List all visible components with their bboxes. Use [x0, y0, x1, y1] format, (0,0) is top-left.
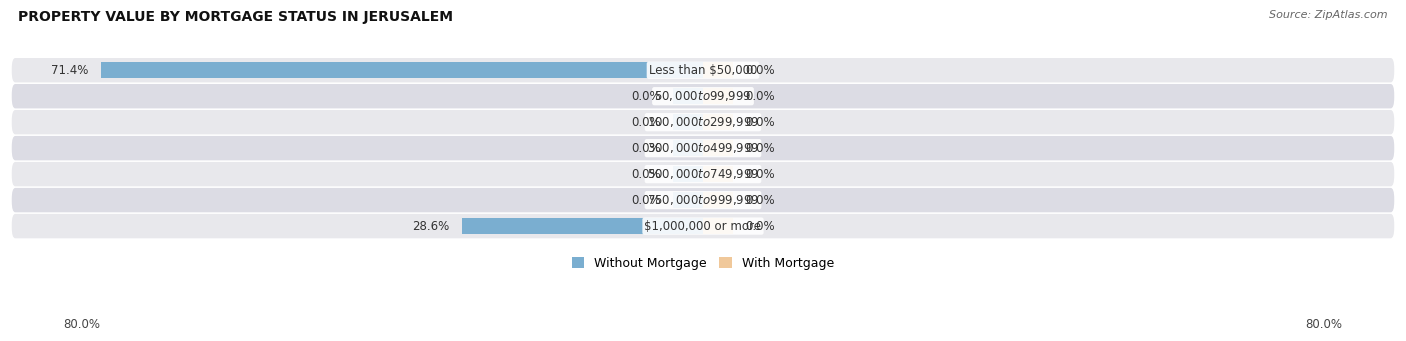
Text: 0.0%: 0.0%: [745, 116, 775, 129]
Text: 80.0%: 80.0%: [63, 318, 100, 331]
Text: $750,000 to $999,999: $750,000 to $999,999: [647, 193, 759, 207]
Text: Less than $50,000: Less than $50,000: [648, 64, 758, 77]
Text: $300,000 to $499,999: $300,000 to $499,999: [647, 141, 759, 155]
Bar: [703, 218, 733, 234]
FancyBboxPatch shape: [11, 162, 1395, 186]
Text: 0.0%: 0.0%: [631, 168, 661, 181]
Bar: [703, 88, 733, 104]
Text: Source: ZipAtlas.com: Source: ZipAtlas.com: [1270, 10, 1388, 20]
Text: $1,000,000 or more: $1,000,000 or more: [644, 220, 762, 233]
Text: 0.0%: 0.0%: [631, 142, 661, 155]
FancyBboxPatch shape: [11, 136, 1395, 160]
Bar: [463, 218, 703, 234]
Text: $100,000 to $299,999: $100,000 to $299,999: [647, 115, 759, 129]
Bar: [703, 62, 733, 78]
Bar: [673, 140, 703, 156]
Text: 80.0%: 80.0%: [1306, 318, 1343, 331]
FancyBboxPatch shape: [11, 110, 1395, 134]
Text: 0.0%: 0.0%: [745, 90, 775, 103]
Text: 0.0%: 0.0%: [631, 116, 661, 129]
FancyBboxPatch shape: [11, 214, 1395, 238]
Bar: [703, 166, 733, 182]
Bar: [703, 114, 733, 130]
Bar: [703, 140, 733, 156]
FancyBboxPatch shape: [11, 58, 1395, 83]
Text: 0.0%: 0.0%: [631, 90, 661, 103]
Text: 0.0%: 0.0%: [745, 220, 775, 233]
FancyBboxPatch shape: [11, 84, 1395, 108]
Text: 0.0%: 0.0%: [745, 168, 775, 181]
Legend: Without Mortgage, With Mortgage: Without Mortgage, With Mortgage: [567, 252, 839, 275]
Bar: [673, 192, 703, 208]
Bar: [673, 166, 703, 182]
Bar: [673, 114, 703, 130]
Text: PROPERTY VALUE BY MORTGAGE STATUS IN JERUSALEM: PROPERTY VALUE BY MORTGAGE STATUS IN JER…: [18, 10, 453, 24]
Text: 0.0%: 0.0%: [745, 64, 775, 77]
Text: 0.0%: 0.0%: [745, 194, 775, 207]
Bar: [101, 62, 703, 78]
Text: 28.6%: 28.6%: [412, 220, 450, 233]
Text: 0.0%: 0.0%: [631, 194, 661, 207]
Bar: [703, 192, 733, 208]
FancyBboxPatch shape: [11, 188, 1395, 212]
Text: $500,000 to $749,999: $500,000 to $749,999: [647, 167, 759, 181]
Text: $50,000 to $99,999: $50,000 to $99,999: [654, 89, 752, 103]
Text: 71.4%: 71.4%: [51, 64, 89, 77]
Text: 0.0%: 0.0%: [745, 142, 775, 155]
Bar: [673, 88, 703, 104]
